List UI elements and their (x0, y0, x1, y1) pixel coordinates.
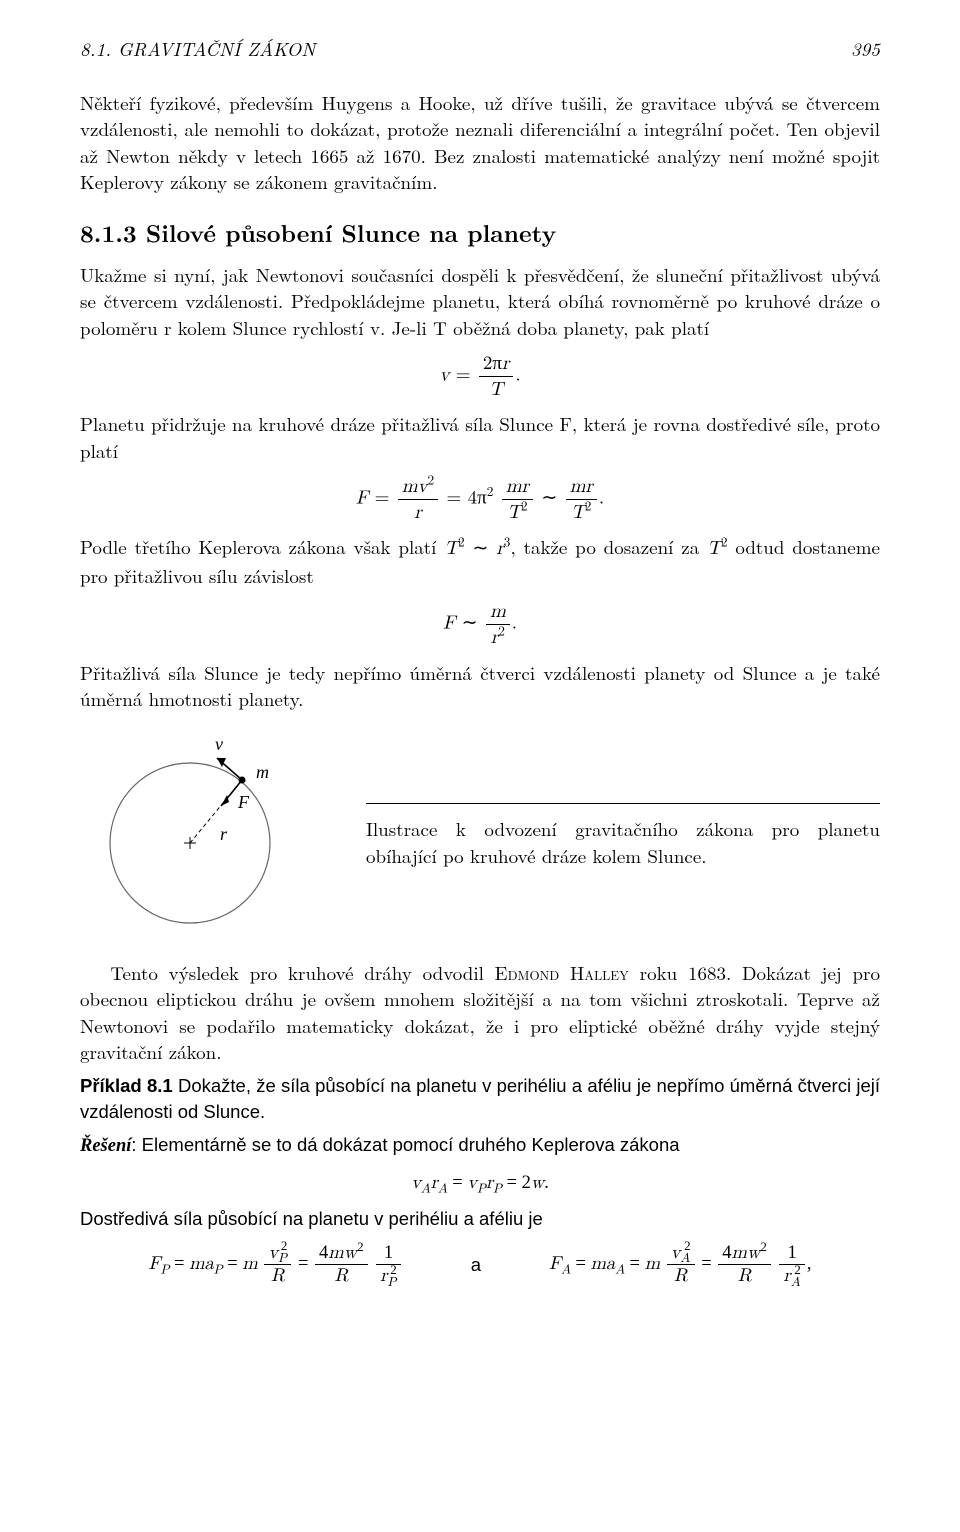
halley-name: Edmond Halley (495, 959, 629, 986)
paragraph-2: Ukažme si nyní, jak Newtonovi současníci… (80, 262, 880, 341)
example-label: Příklad 8.1 (80, 1075, 173, 1096)
svg-text:r: r (220, 824, 228, 844)
conjunction-a: a (471, 1252, 481, 1278)
example-solution-intro: Řešení: Elementárně se to dá dokázat pom… (80, 1132, 880, 1160)
orbit-diagram: r m F v (80, 728, 320, 944)
solution-b: Dostředivá síla působící na planetu v pe… (80, 1206, 880, 1232)
para4-a: Podle třetího Keplerova zákona však plat… (80, 533, 444, 560)
equation-kepler2: vArA = vPrP = 2w. (80, 1170, 880, 1197)
paragraph-6: Tento výsledek pro kruhové dráhy odvodil… (80, 960, 880, 1065)
figure-caption: Ilustrace k odvození gravitačního zákona… (366, 803, 880, 868)
equation-FP-FA: FP = maP = m vP2R = 4mw2R 1rP2 a FA = ma… (80, 1242, 880, 1287)
para6-a: Tento výsledek pro kruhové dráhy odvodil (110, 959, 494, 986)
paragraph-1: Někteří fyzikové, především Huygens a Ho… (80, 90, 880, 195)
solution-label: Řešení (80, 1136, 131, 1156)
runhead-left: 8.1. GRAVITAČNÍ ZÁKON (80, 36, 315, 62)
svg-text:F: F (237, 792, 250, 812)
running-head: 8.1. GRAVITAČNÍ ZÁKON 395 (80, 36, 880, 62)
equation-v: v = 2πrT. (80, 351, 880, 402)
solution-a: : Elementárně se to dá dokázat pomocí dr… (131, 1134, 679, 1155)
figure-row: r m F v Ilustrace k odvození gravitačníh… (80, 728, 880, 944)
section-heading: 8.1.3 Silové působení Slunce na planety (80, 217, 880, 250)
paragraph-5: Přitažlivá síla Slunce je tedy nepřímo ú… (80, 660, 880, 712)
example-statement: Příklad 8.1 Dokažte, že síla působící na… (80, 1073, 880, 1124)
equation-F: F = mv2r = 4π2 mrT2 ∼ mrT2. (80, 474, 880, 525)
equation-F-sim: F ∼ mr2. (80, 599, 880, 650)
runhead-right: 395 (851, 36, 880, 62)
example-text: Dokažte, že síla působící na planetu v p… (80, 1075, 880, 1122)
para4-b: , takže po dosazení za (510, 533, 707, 560)
paragraph-3: Planetu přidržuje na kruhové dráze přita… (80, 411, 880, 463)
svg-text:v: v (215, 734, 223, 754)
paragraph-4: Podle třetího Keplerova zákona však plat… (80, 534, 880, 588)
para2-text: Ukažme si nyní, jak Newtonovi současníci… (80, 261, 880, 340)
svg-text:m: m (256, 762, 269, 782)
